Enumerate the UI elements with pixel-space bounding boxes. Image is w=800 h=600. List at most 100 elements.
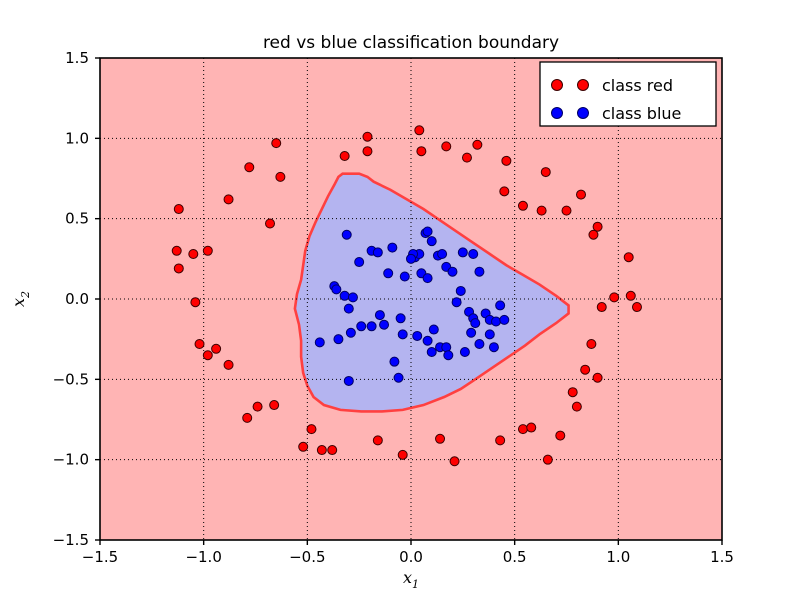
legend-label-class-blue: class blue [602, 104, 681, 123]
legend-entry-class-blue[interactable]: class blue [551, 104, 682, 123]
data-point [188, 249, 199, 260]
data-point [561, 205, 572, 216]
data-point [596, 302, 607, 313]
y-axis-label-base: x [9, 298, 28, 307]
scatter-series-class-blue [314, 226, 510, 386]
data-point [327, 445, 338, 456]
data-point [474, 338, 485, 349]
data-point [356, 321, 367, 332]
y-tick-label: 0.0 [65, 290, 89, 308]
data-point [244, 162, 255, 173]
data-point [567, 387, 578, 398]
data-point [474, 266, 485, 277]
data-point [397, 449, 408, 460]
data-point [275, 171, 286, 182]
data-point [202, 245, 213, 256]
legend-marker-red-a [551, 79, 563, 91]
data-point [428, 324, 439, 335]
legend-frame [539, 61, 717, 127]
data-point [447, 266, 458, 277]
y-tick-label: −0.5 [53, 370, 89, 388]
data-point [173, 263, 184, 274]
data-point [314, 337, 325, 348]
data-point [343, 303, 354, 314]
data-point [171, 245, 182, 256]
y-axis-ticks: −1.5 −1.0 −0.5 0.0 0.5 1.0 1.5 [53, 49, 100, 549]
x-axis-label-base: x [403, 568, 412, 587]
data-point [406, 253, 416, 264]
data-point [362, 131, 373, 142]
data-point [451, 297, 462, 308]
data-point [316, 445, 327, 456]
legend-marker-red-b [577, 79, 589, 91]
data-point [571, 401, 582, 412]
data-point [395, 313, 406, 324]
data-point [339, 290, 350, 301]
data-point [298, 441, 309, 452]
data-point [609, 292, 620, 303]
x-tick-label: −1.5 [82, 548, 118, 566]
data-point [586, 338, 597, 349]
data-point [517, 424, 528, 435]
data-point [343, 375, 354, 386]
data-point [366, 321, 377, 332]
y-tick-label: 0.5 [65, 210, 89, 228]
data-point [412, 330, 423, 341]
data-point [491, 316, 502, 327]
y-tick-label: 1.5 [65, 49, 89, 67]
data-point [372, 247, 383, 258]
data-point [536, 205, 547, 216]
data-point [379, 319, 390, 330]
data-point [540, 167, 551, 178]
data-point [495, 435, 506, 446]
x-tick-label: 0.5 [503, 548, 527, 566]
data-point [211, 343, 222, 354]
data-point [592, 221, 603, 232]
data-point [466, 327, 477, 338]
x-axis-label: x1 [403, 568, 419, 591]
data-point [399, 271, 410, 282]
data-point [631, 302, 642, 313]
data-point [517, 200, 528, 211]
data-point [341, 229, 352, 240]
data-point [416, 146, 427, 157]
data-point [437, 249, 448, 260]
data-point [555, 430, 566, 441]
legend[interactable]: class red class blue [539, 61, 717, 127]
data-point [223, 194, 234, 205]
data-point [265, 218, 276, 229]
data-point [499, 186, 510, 197]
data-point [397, 329, 408, 340]
data-point [435, 433, 446, 444]
data-point [470, 318, 481, 329]
legend-entry-class-red[interactable]: class red [551, 76, 674, 95]
data-point [333, 334, 344, 345]
y-tick-label: 1.0 [65, 129, 89, 147]
plot-title: red vs blue classification boundary [263, 33, 559, 53]
x-tick-label: 0.0 [399, 548, 423, 566]
legend-marker-blue-b [577, 107, 589, 119]
data-point [441, 141, 452, 152]
data-point [387, 242, 398, 253]
x-tick-label: −0.5 [289, 548, 325, 566]
x-axis-ticks: −1.5 −1.0 −0.5 0.0 0.5 1.0 1.5 [82, 540, 734, 566]
data-point [223, 359, 234, 370]
y-tick-label: −1.0 [53, 451, 89, 469]
data-point [457, 247, 468, 258]
data-point [194, 338, 205, 349]
data-point [362, 146, 373, 157]
data-point [269, 400, 280, 411]
data-point [354, 257, 365, 268]
data-point [459, 347, 470, 358]
data-point [372, 435, 383, 446]
data-point [623, 252, 634, 263]
data-point [242, 412, 253, 423]
data-point [468, 249, 479, 260]
data-point [576, 189, 587, 200]
blue-decision-region [293, 172, 570, 413]
data-point [389, 356, 400, 367]
data-point [414, 125, 425, 136]
x-tick-label: −1.0 [185, 548, 221, 566]
data-point [588, 229, 599, 240]
